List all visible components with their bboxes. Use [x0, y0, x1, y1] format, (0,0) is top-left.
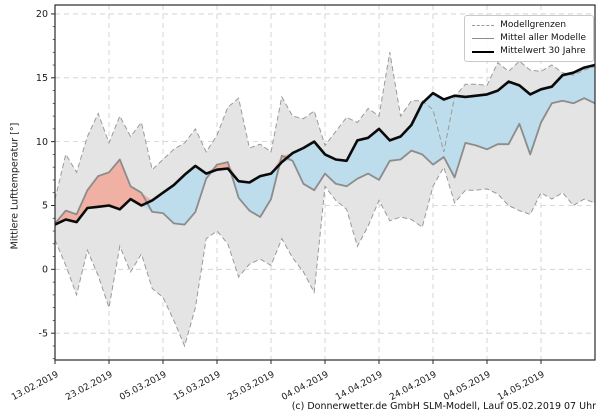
legend-label: Mittel aller Modelle	[500, 33, 586, 43]
legend-label: Mittelwert 30 Jahre	[500, 46, 586, 56]
model-min-line	[54, 165, 596, 348]
y-axis: -5 0 5 10 15 20	[36, 9, 55, 360]
legend-item-modellgrenzen: Modellgrenzen	[472, 20, 586, 31]
x-tick-label: 13.02.2019	[10, 370, 60, 403]
x-tick-label: 04.05.2019	[442, 370, 492, 403]
y-tick-label: 0	[42, 265, 48, 276]
y-tick-label: 5	[42, 201, 48, 212]
black-line-sample-icon	[472, 50, 495, 53]
legend: Modellgrenzen Mittel aller Modelle Mitte…	[464, 15, 594, 62]
model-mean-line	[54, 97, 596, 226]
y-tick-label: -5	[39, 328, 48, 339]
model-max-line	[54, 52, 596, 200]
x-tick-label: 15.03.2019	[172, 370, 222, 403]
x-tick-label: 05.03.2019	[118, 370, 168, 403]
x-tick-label: 25.03.2019	[226, 370, 276, 403]
legend-item-mittelwert-30-jahre: Mittelwert 30 Jahre	[472, 46, 586, 57]
y-tick-label: 20	[36, 9, 48, 20]
x-axis: 13.02.2019 23.02.2019 05.03.2019 15.03.2019…	[10, 360, 547, 403]
copyright-caption: (c) Donnerwetter.de GmbH SLM-Modell, Lau…	[291, 401, 596, 412]
legend-item-mittel-aller-modelle: Mittel aller Modelle	[472, 33, 586, 44]
y-tick-label: 10	[36, 137, 48, 148]
legend-label: Modellgrenzen	[500, 20, 567, 30]
climate-mean-30y-line	[54, 63, 596, 226]
x-tick-label: 24.04.2019	[388, 370, 438, 403]
x-tick-label: 14.05.2019	[496, 370, 546, 403]
x-tick-label: 04.04.2019	[280, 370, 330, 403]
colder-than-climate-fill	[55, 65, 595, 225]
x-tick-label: 14.04.2019	[334, 370, 384, 403]
gray-line-sample-icon	[472, 38, 495, 39]
dashed-line-sample-icon	[472, 25, 495, 26]
y-axis-title: Mittlere Lufttemperatur [°]	[9, 122, 21, 250]
y-tick-label: 15	[36, 73, 48, 84]
x-tick-label: 23.02.2019	[64, 370, 114, 403]
